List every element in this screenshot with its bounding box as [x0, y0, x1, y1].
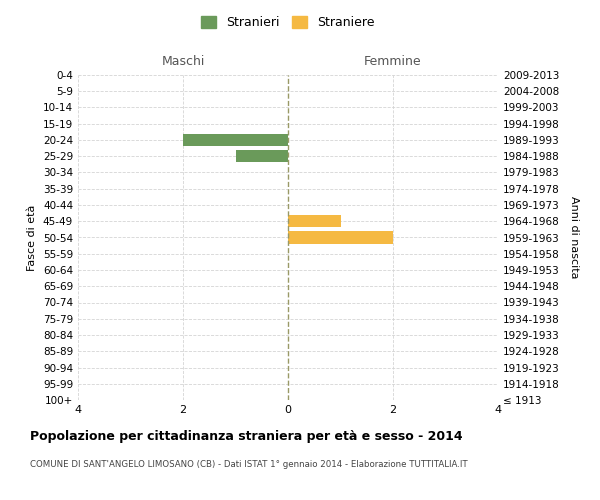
Bar — [288, 232, 393, 243]
Bar — [183, 134, 288, 146]
Legend: Stranieri, Straniere: Stranieri, Straniere — [196, 11, 380, 34]
Text: COMUNE DI SANT'ANGELO LIMOSANO (CB) - Dati ISTAT 1° gennaio 2014 - Elaborazione : COMUNE DI SANT'ANGELO LIMOSANO (CB) - Da… — [30, 460, 467, 469]
Text: Maschi: Maschi — [161, 56, 205, 68]
Text: Femmine: Femmine — [364, 56, 422, 68]
Bar — [288, 215, 341, 228]
Text: Popolazione per cittadinanza straniera per età e sesso - 2014: Popolazione per cittadinanza straniera p… — [30, 430, 463, 443]
Y-axis label: Anni di nascita: Anni di nascita — [569, 196, 579, 279]
Y-axis label: Fasce di età: Fasce di età — [28, 204, 37, 270]
Bar — [235, 150, 288, 162]
